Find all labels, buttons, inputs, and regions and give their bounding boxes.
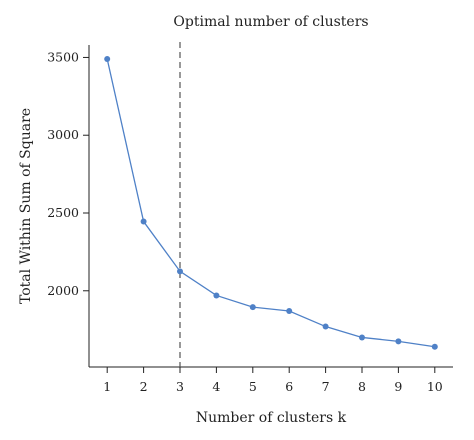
y-axis-label: Total Within Sum of Square bbox=[18, 108, 34, 304]
axes bbox=[88, 45, 453, 368]
x-axis-label: Number of clusters k bbox=[196, 410, 347, 426]
y-tick-label: 2500 bbox=[47, 205, 79, 220]
y-tick-label: 3000 bbox=[47, 127, 79, 142]
x-tick-label: 5 bbox=[249, 379, 257, 394]
data-point bbox=[177, 268, 183, 275]
data-point bbox=[286, 308, 293, 314]
y-ticks: 2000 2500 3000 3500 bbox=[47, 49, 89, 298]
y-tick-label: 3500 bbox=[47, 49, 79, 64]
data-point bbox=[104, 56, 111, 62]
y-tick-label: 2000 bbox=[47, 283, 79, 298]
data-point bbox=[213, 292, 220, 299]
x-tick-label: 7 bbox=[322, 379, 330, 394]
x-tick-label: 1 bbox=[103, 379, 111, 394]
data-point bbox=[140, 218, 147, 225]
x-tick-label: 6 bbox=[285, 379, 293, 394]
x-tick-label: 10 bbox=[427, 379, 443, 394]
series-line bbox=[106, 58, 435, 348]
data-points bbox=[104, 56, 438, 350]
data-point bbox=[431, 343, 438, 350]
data-point bbox=[359, 334, 365, 341]
x-tick-label: 9 bbox=[394, 379, 402, 394]
data-point bbox=[395, 338, 402, 345]
x-tick-label: 4 bbox=[212, 379, 220, 394]
x-tick-label: 3 bbox=[176, 379, 184, 394]
chart-title: Optimal number of clusters bbox=[173, 14, 368, 30]
data-point bbox=[322, 323, 329, 330]
data-point bbox=[249, 304, 256, 311]
x-tick-label: 8 bbox=[358, 379, 366, 394]
x-tick-label: 2 bbox=[140, 379, 148, 394]
x-ticks: 1 2 3 4 5 6 7 8 9 10 bbox=[103, 367, 443, 394]
